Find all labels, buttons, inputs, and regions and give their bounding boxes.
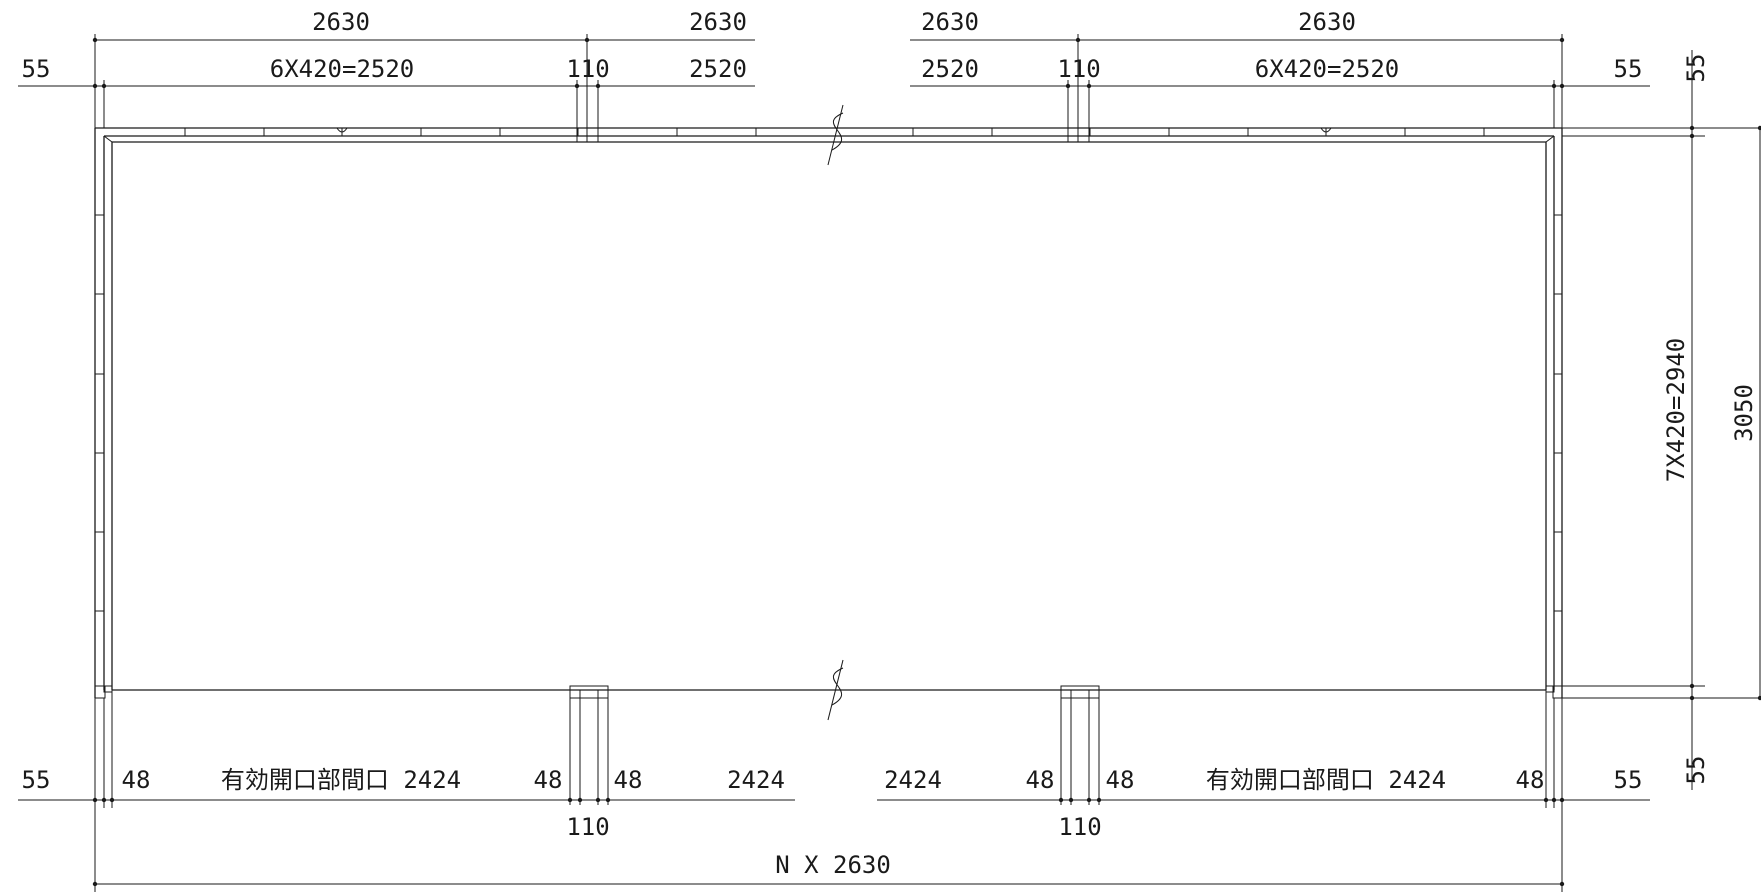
dim-top-left-span: 2630 bbox=[312, 8, 370, 36]
dim-bottom-right-post: 110 bbox=[1058, 813, 1101, 841]
dim-bottom-right-48a: 48 bbox=[1026, 766, 1055, 794]
dim-bottom-right-48c: 48 bbox=[1516, 766, 1545, 794]
break-symbol-top bbox=[827, 104, 844, 166]
dim-bottom-left-mid: 2424 bbox=[727, 766, 785, 794]
corner-posts bbox=[94, 135, 1563, 699]
dim-bottom-right-48b: 48 bbox=[1106, 766, 1135, 794]
dim-bottom-left-48b: 48 bbox=[534, 766, 563, 794]
dim-bottom-right-opening: 有効開口部間口 2424 bbox=[1206, 766, 1446, 794]
dim-right-edge-bottom: 55 bbox=[1682, 756, 1710, 785]
dim-bottom-left-edge: 55 bbox=[22, 766, 51, 794]
break-symbol-bottom bbox=[827, 659, 844, 721]
dim-bottom-right-mid: 2424 bbox=[884, 766, 942, 794]
dim-bottom-left-opening: 有効開口部間口 2424 bbox=[221, 766, 461, 794]
top-dimension-text: 2630 2630 2630 2630 55 6X420=2520 110 25… bbox=[22, 8, 1643, 83]
frame-outline bbox=[94, 127, 1563, 699]
dim-top-right-post: 110 bbox=[1057, 55, 1100, 83]
dim-top-right-mid: 2520 bbox=[921, 55, 979, 83]
top-posts bbox=[576, 127, 1090, 143]
dim-top-right-span: 2630 bbox=[1298, 8, 1356, 36]
dim-top-left-panels: 6X420=2520 bbox=[270, 55, 415, 83]
right-dimension-text: 55 7X420=2940 3050 55 bbox=[1662, 54, 1758, 785]
dim-top-left-post: 110 bbox=[566, 55, 609, 83]
bottom-dimension-lines bbox=[18, 797, 1650, 892]
dim-overall: N X 2630 bbox=[775, 851, 891, 879]
dim-bottom-left-48a: 48 bbox=[122, 766, 151, 794]
right-dimension-lines bbox=[1562, 50, 1761, 790]
bottom-posts bbox=[94, 685, 1563, 808]
dim-right-edge-top: 55 bbox=[1682, 54, 1710, 83]
bottom-dimension-text: 55 48 有効開口部間口 2424 48 48 2424 2424 48 48… bbox=[22, 766, 1643, 879]
dim-top-left-mid: 2520 bbox=[689, 55, 747, 83]
dim-bottom-right-edge: 55 bbox=[1614, 766, 1643, 794]
dim-bottom-left-48c: 48 bbox=[614, 766, 643, 794]
dim-bottom-left-post: 110 bbox=[566, 813, 609, 841]
dim-right-panels: 7X420=2940 bbox=[1662, 338, 1690, 483]
top-dimension-dots bbox=[92, 37, 1565, 89]
panel-ticks bbox=[95, 127, 1562, 612]
dim-top-right-mid-span: 2630 bbox=[921, 8, 979, 36]
dim-top-left-mid-span: 2630 bbox=[689, 8, 747, 36]
dim-top-right-edge: 55 bbox=[1614, 55, 1643, 83]
dim-top-left-edge: 55 bbox=[22, 55, 51, 83]
dim-right-total: 3050 bbox=[1730, 384, 1758, 442]
top-dimension-lines bbox=[18, 34, 1650, 128]
dim-top-right-panels: 6X420=2520 bbox=[1255, 55, 1400, 83]
